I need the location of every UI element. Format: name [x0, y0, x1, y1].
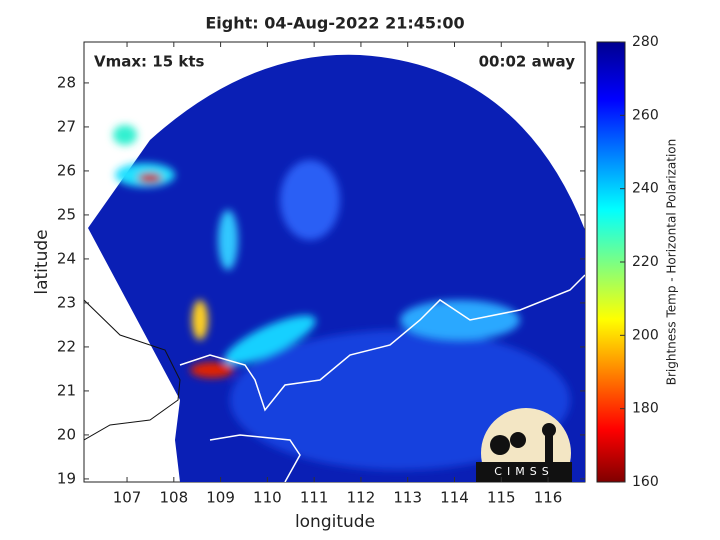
colorbar-tick-label: 240	[632, 181, 659, 197]
x-tick-label: 107	[113, 489, 142, 507]
logo-text: CIMSS	[494, 465, 553, 478]
y-tick-label: 27	[57, 117, 76, 135]
colorbar-tick-label: 200	[632, 327, 659, 343]
y-tick-label: 25	[57, 205, 76, 223]
chart-title: Eight: 04-Aug-2022 21:45:00	[205, 14, 464, 33]
annotation: Vmax: 15 kts	[94, 53, 204, 71]
x-tick-label: 111	[300, 489, 329, 507]
y-tick-label: 26	[57, 161, 76, 179]
cimss-logo	[476, 408, 572, 482]
y-tick-label: 24	[57, 249, 76, 267]
x-tick-label: 115	[487, 489, 516, 507]
colorbar-tick-label: 160	[632, 474, 659, 490]
y-tick-label: 19	[57, 469, 76, 487]
colorbar-label: Brightness Temp - Horizontal Polarizatio…	[665, 139, 679, 386]
x-tick-label: 108	[159, 489, 188, 507]
y-tick-label: 28	[57, 73, 76, 91]
colorbar-tick-label: 280	[632, 34, 659, 50]
x-tick-label: 110	[253, 489, 282, 507]
y-tick-label: 23	[57, 293, 76, 311]
y-tick-label: 22	[57, 337, 76, 355]
y-axis-label: latitude	[32, 229, 52, 294]
colorbar-tick-label: 220	[632, 254, 659, 270]
y-tick-label: 21	[57, 381, 76, 399]
x-tick-label: 114	[440, 489, 469, 507]
x-tick-label: 109	[206, 489, 235, 507]
radiometer-swath	[84, 54, 585, 482]
x-tick-label: 112	[347, 489, 376, 507]
y-tick-label: 20	[57, 425, 76, 443]
colorbar-tick-label: 260	[632, 107, 659, 123]
annotation: 00:02 away	[479, 53, 576, 71]
x-tick-label: 116	[534, 489, 563, 507]
x-tick-label: 113	[393, 489, 422, 507]
x-axis-label: longitude	[295, 512, 375, 532]
colorbar-tick-label: 180	[632, 401, 659, 417]
